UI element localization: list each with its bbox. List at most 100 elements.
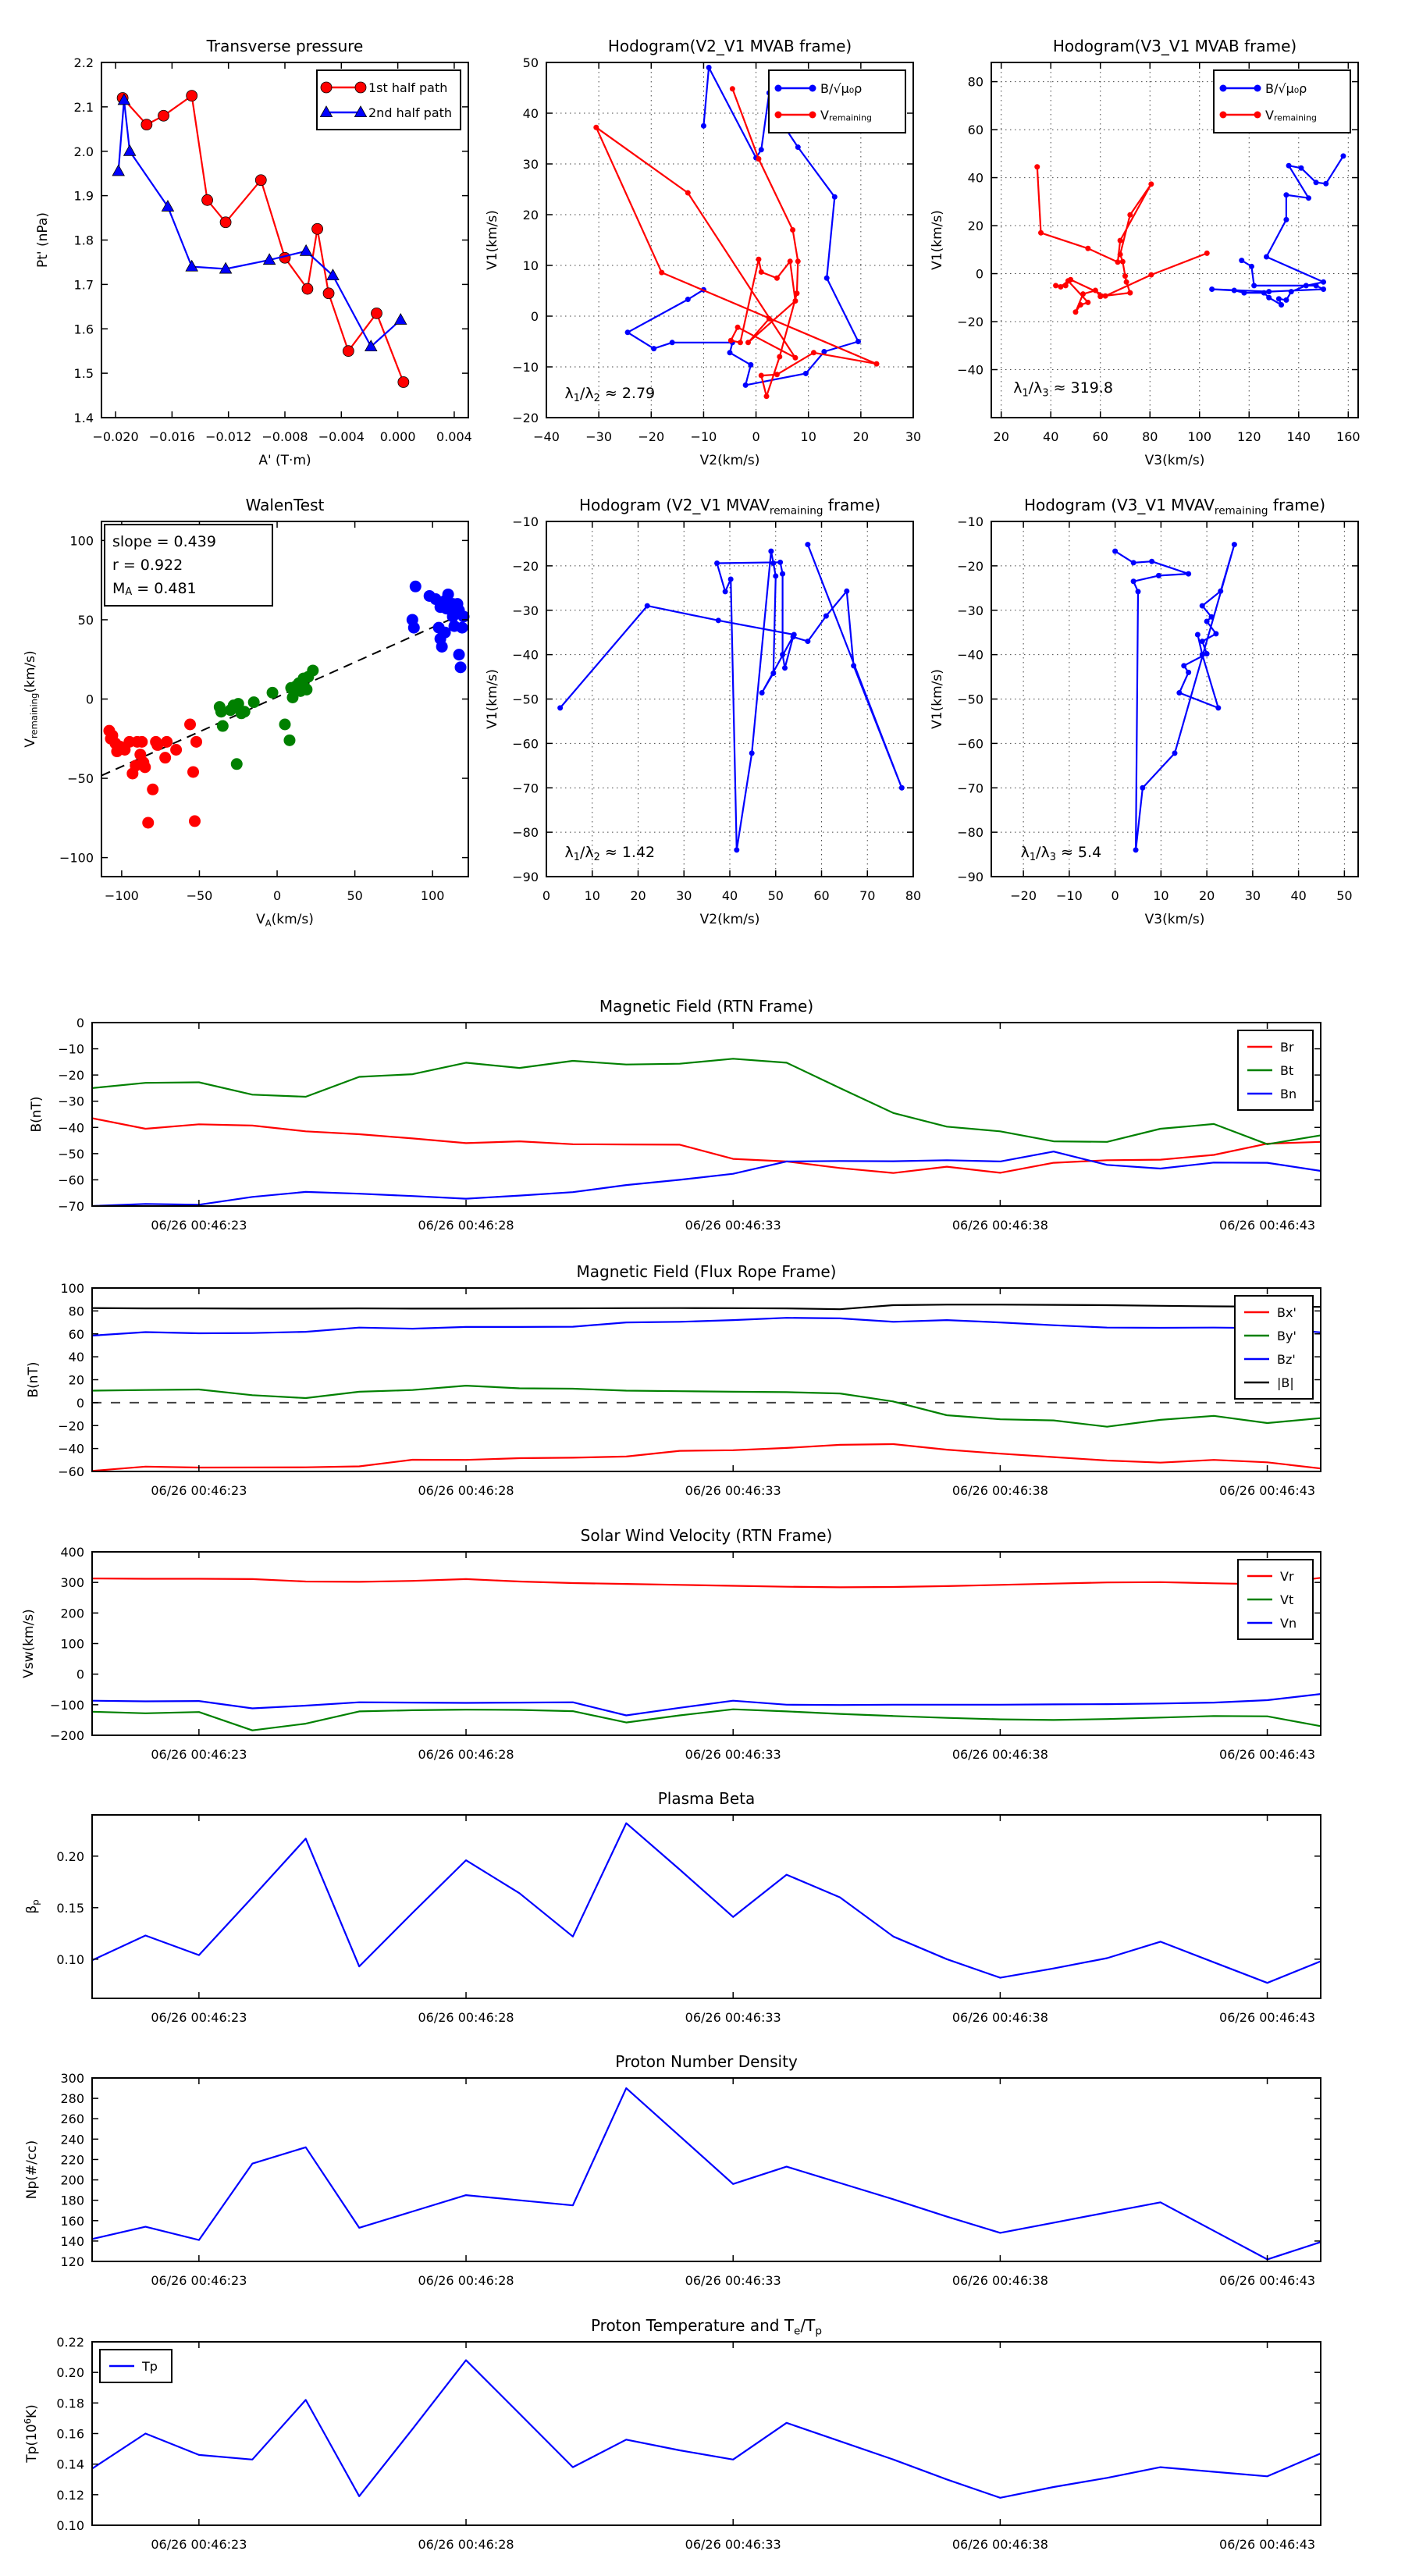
dot-marker bbox=[685, 190, 691, 196]
tick-marks bbox=[92, 2341, 1321, 2526]
svg-text:1.8: 1.8 bbox=[74, 233, 94, 247]
svg-text:06/26 00:46:33: 06/26 00:46:33 bbox=[685, 1747, 781, 1762]
svg-text:−30: −30 bbox=[585, 429, 612, 444]
svg-text:0.10: 0.10 bbox=[56, 1952, 84, 1966]
svg-text:120: 120 bbox=[60, 2254, 84, 2269]
svg-text:−0.016: −0.016 bbox=[149, 429, 195, 444]
svg-text:06/26 00:46:38: 06/26 00:46:38 bbox=[952, 2273, 1048, 2288]
dot-marker bbox=[823, 275, 830, 281]
dot-marker bbox=[768, 548, 774, 554]
dot-marker bbox=[1283, 192, 1289, 198]
series-cluster-first bbox=[103, 718, 202, 829]
dot-marker bbox=[1231, 542, 1237, 548]
svg-text:Pt' (nPa): Pt' (nPa) bbox=[35, 212, 51, 268]
circle-marker bbox=[354, 81, 367, 94]
svg-text:−0.012: −0.012 bbox=[205, 429, 251, 444]
svg-text:0: 0 bbox=[76, 1016, 84, 1030]
svg-text:−10: −10 bbox=[512, 514, 539, 529]
series-Tp bbox=[91, 2359, 1321, 2499]
svg-text:−40: −40 bbox=[957, 647, 984, 662]
dot-marker bbox=[1148, 181, 1154, 187]
dot-marker bbox=[1135, 589, 1141, 595]
svg-text:−100: −100 bbox=[50, 1697, 84, 1712]
svg-text:80: 80 bbox=[69, 1304, 84, 1318]
dot-marker bbox=[454, 661, 467, 674]
legend: B/√μ₀ρ Vremaining bbox=[768, 69, 906, 133]
svg-text:20: 20 bbox=[630, 888, 646, 903]
series-beta-p bbox=[91, 1822, 1321, 1984]
svg-text:λ1/λ2 ≈ 2.79: λ1/λ2 ≈ 2.79 bbox=[565, 385, 656, 404]
svg-text:0.000: 0.000 bbox=[380, 429, 416, 444]
svg-text:40: 40 bbox=[1290, 888, 1306, 903]
dot-marker bbox=[1275, 296, 1282, 302]
dot-marker bbox=[714, 560, 720, 566]
dot-marker bbox=[644, 603, 650, 609]
dot-marker bbox=[266, 686, 279, 699]
svg-text:06/26 00:46:23: 06/26 00:46:23 bbox=[151, 2273, 247, 2288]
svg-text:V2(km/s): V2(km/s) bbox=[700, 453, 760, 468]
dot-marker bbox=[159, 752, 172, 764]
svg-text:0: 0 bbox=[273, 888, 281, 903]
dot-marker bbox=[1199, 603, 1205, 609]
svg-text:−90: −90 bbox=[512, 870, 539, 884]
svg-text:140: 140 bbox=[1287, 429, 1311, 444]
svg-text:2.2: 2.2 bbox=[74, 55, 94, 70]
svg-text:−40: −40 bbox=[58, 1441, 84, 1456]
svg-text:−80: −80 bbox=[512, 825, 539, 840]
series-v-remaining bbox=[1034, 164, 1210, 315]
triangle-marker bbox=[299, 244, 313, 256]
dot-marker bbox=[1208, 614, 1215, 620]
dot-marker bbox=[215, 706, 227, 718]
circle-marker bbox=[219, 216, 232, 229]
dot-marker bbox=[669, 340, 675, 346]
dot-marker bbox=[1186, 669, 1192, 675]
dot-marker bbox=[1127, 290, 1133, 296]
svg-text:160: 160 bbox=[60, 2213, 84, 2228]
dot-marker bbox=[1155, 572, 1161, 578]
svg-text:Plasma Beta: Plasma Beta bbox=[658, 1789, 756, 1808]
svg-text:−50: −50 bbox=[67, 771, 94, 786]
svg-text:B(nT): B(nT) bbox=[29, 1096, 44, 1132]
dot-marker bbox=[442, 588, 454, 600]
dot-marker bbox=[1123, 279, 1129, 285]
dot-marker bbox=[749, 750, 755, 756]
series-first-half-path bbox=[116, 90, 410, 388]
dot-marker bbox=[1241, 290, 1247, 296]
dot-marker bbox=[802, 370, 809, 376]
svg-text:300: 300 bbox=[60, 1575, 84, 1590]
svg-text:−0.008: −0.008 bbox=[261, 429, 308, 444]
svg-text:−10: −10 bbox=[512, 360, 539, 375]
dot-marker bbox=[780, 571, 786, 577]
circle-marker bbox=[342, 345, 354, 358]
svg-text:80: 80 bbox=[968, 74, 984, 89]
svg-text:2nd half path: 2nd half path bbox=[368, 105, 452, 120]
dot-marker bbox=[151, 738, 164, 751]
svg-text:100: 100 bbox=[69, 533, 94, 548]
svg-text:−50: −50 bbox=[187, 888, 213, 903]
dot-marker bbox=[792, 354, 799, 361]
svg-text:50: 50 bbox=[78, 612, 94, 627]
series-Bz-prime bbox=[91, 1317, 1321, 1337]
dot-marker bbox=[1340, 153, 1346, 159]
svg-text:0: 0 bbox=[976, 266, 984, 281]
dot-marker bbox=[706, 65, 712, 70]
panel-magnetic-field-rtn: 06/26 00:46:23 06/26 00:46:28 06/26 00:46:… bbox=[29, 997, 1321, 1233]
dot-marker bbox=[792, 298, 799, 304]
dot-marker bbox=[1219, 111, 1227, 119]
triangle-marker bbox=[354, 105, 368, 117]
dot-marker bbox=[247, 696, 260, 709]
series-Vt bbox=[91, 1708, 1321, 1731]
svg-text:λ1/λ2 ≈ 1.42: λ1/λ2 ≈ 1.42 bbox=[565, 844, 656, 863]
dot-marker bbox=[737, 340, 743, 346]
dot-marker bbox=[763, 393, 770, 400]
dot-marker bbox=[190, 735, 202, 748]
dot-marker bbox=[456, 621, 468, 634]
svg-text:−30: −30 bbox=[957, 603, 984, 617]
dot-marker bbox=[1286, 162, 1292, 169]
triangle-marker bbox=[123, 144, 137, 156]
dot-marker bbox=[409, 580, 422, 592]
dot-marker bbox=[187, 766, 199, 778]
svg-text:−30: −30 bbox=[512, 603, 539, 617]
svg-text:06/26 00:46:38: 06/26 00:46:38 bbox=[952, 2010, 1048, 2025]
svg-text:V2(km/s): V2(km/s) bbox=[700, 912, 760, 927]
